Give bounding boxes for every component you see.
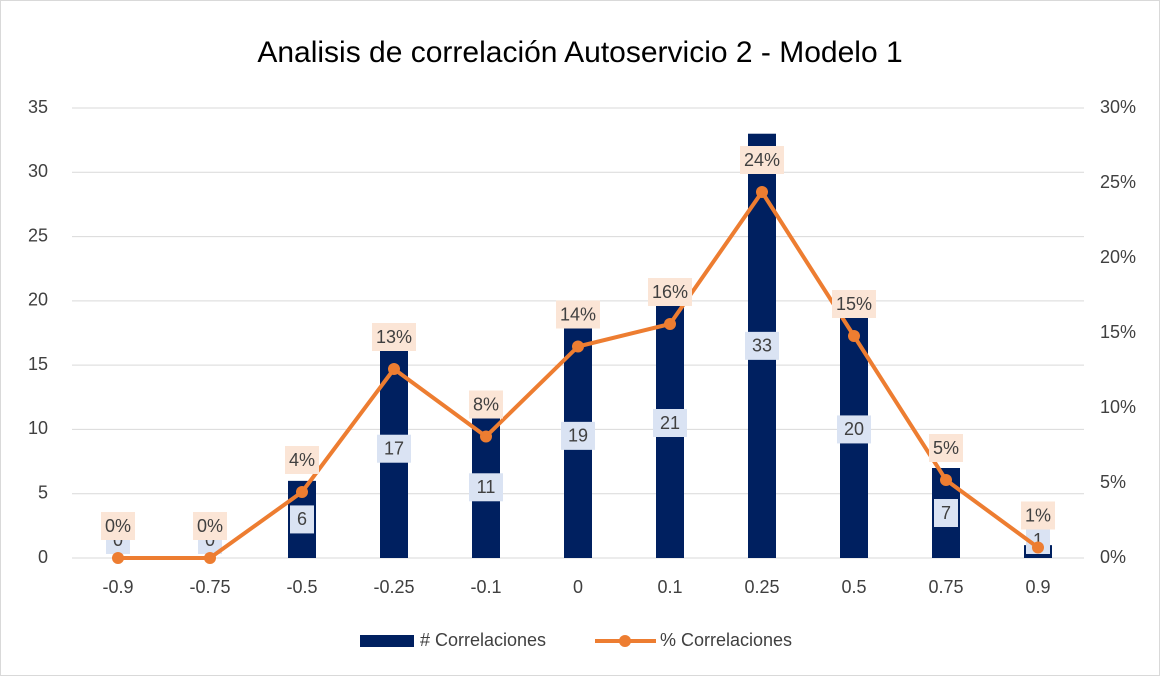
line-label-bg [193, 512, 227, 540]
line-point [388, 363, 400, 375]
y-tick-label: 30 [28, 161, 48, 181]
legend-swatch [360, 635, 414, 647]
bar-label-bg [934, 499, 958, 527]
line-label: 14% [560, 304, 596, 324]
bar-label-bg [377, 434, 411, 463]
y2-tick-label: 0% [1100, 547, 1126, 567]
x-tick-label: 0.75 [928, 577, 963, 597]
bar-label: 6 [297, 509, 307, 529]
line-label: 0% [197, 516, 223, 536]
bar-label-bg [561, 421, 595, 450]
line-label-bg [740, 146, 784, 174]
line-point [756, 186, 768, 198]
line-label-bg [372, 323, 416, 351]
bar-label-bg [745, 331, 779, 360]
line-label: 1% [1025, 505, 1051, 525]
y2-tick-label: 15% [1100, 322, 1136, 342]
bar-label: 17 [384, 438, 404, 458]
legend-label: # Correlaciones [420, 630, 546, 650]
line-label: 24% [744, 150, 780, 170]
x-tick-label: 0 [573, 577, 583, 597]
bar-label-bg [290, 505, 314, 534]
y-tick-label: 0 [38, 547, 48, 567]
line-label-bg [285, 446, 319, 474]
line-point [940, 474, 952, 486]
x-tick-label: -0.5 [286, 577, 317, 597]
y-tick-label: 15 [28, 354, 48, 374]
line-label-bg [832, 290, 876, 318]
y-tick-label: 25 [28, 225, 48, 245]
line-label: 0% [105, 516, 131, 536]
bar-label: 20 [844, 419, 864, 439]
line-point [1032, 541, 1044, 554]
line-point [572, 340, 584, 353]
y-tick-label: 20 [28, 290, 48, 310]
bar-label: 21 [660, 413, 680, 433]
line-label: 8% [473, 394, 499, 414]
y2-tick-label: 20% [1100, 247, 1136, 267]
x-tick-label: 0.25 [744, 577, 779, 597]
bar-label-bg [837, 415, 871, 444]
bar-label-bg [469, 473, 503, 502]
line-label: 4% [289, 450, 315, 470]
line-point [664, 318, 676, 330]
line-label-bg [648, 278, 692, 306]
y2-tick-label: 10% [1100, 397, 1136, 417]
bar-label: 1 [1033, 530, 1043, 550]
y2-tick-label: 30% [1100, 97, 1136, 117]
bar-label: 7 [941, 503, 951, 523]
y2-tick-label: 5% [1100, 472, 1126, 492]
chart-title: Analisis de correlación Autoservicio 2 -… [257, 36, 902, 69]
line-label-bg [469, 390, 503, 419]
line-point [204, 552, 216, 564]
line-point [848, 330, 860, 342]
line-point [296, 486, 308, 498]
legend-label: % Correlaciones [660, 630, 792, 650]
line-label: 13% [376, 327, 412, 347]
x-tick-label: -0.75 [189, 577, 230, 597]
bar-label: 19 [568, 426, 588, 446]
line-label-bg [929, 434, 963, 462]
x-tick-label: -0.1 [470, 577, 501, 597]
y-tick-label: 35 [28, 97, 48, 117]
x-tick-label: 0.5 [841, 577, 866, 597]
line-point [480, 430, 492, 443]
bar-label: 33 [752, 336, 772, 356]
line-label: 15% [836, 294, 872, 314]
x-tick-label: -0.25 [373, 577, 414, 597]
line-label-bg [1021, 501, 1055, 530]
line-label-bg [101, 512, 135, 540]
x-tick-label: 0.1 [657, 577, 682, 597]
line-label: 16% [652, 282, 688, 302]
bar-label-bg [653, 409, 687, 437]
x-tick-label: -0.9 [102, 577, 133, 597]
legend-swatch-dot [619, 635, 631, 647]
line-label-bg [556, 300, 600, 329]
line-label: 5% [933, 438, 959, 458]
x-tick-label: 0.9 [1025, 577, 1050, 597]
y-tick-label: 10 [28, 418, 48, 438]
line-point [112, 552, 124, 564]
y2-tick-label: 25% [1100, 172, 1136, 192]
y-tick-label: 5 [38, 482, 48, 502]
bar-label: 11 [477, 477, 496, 497]
